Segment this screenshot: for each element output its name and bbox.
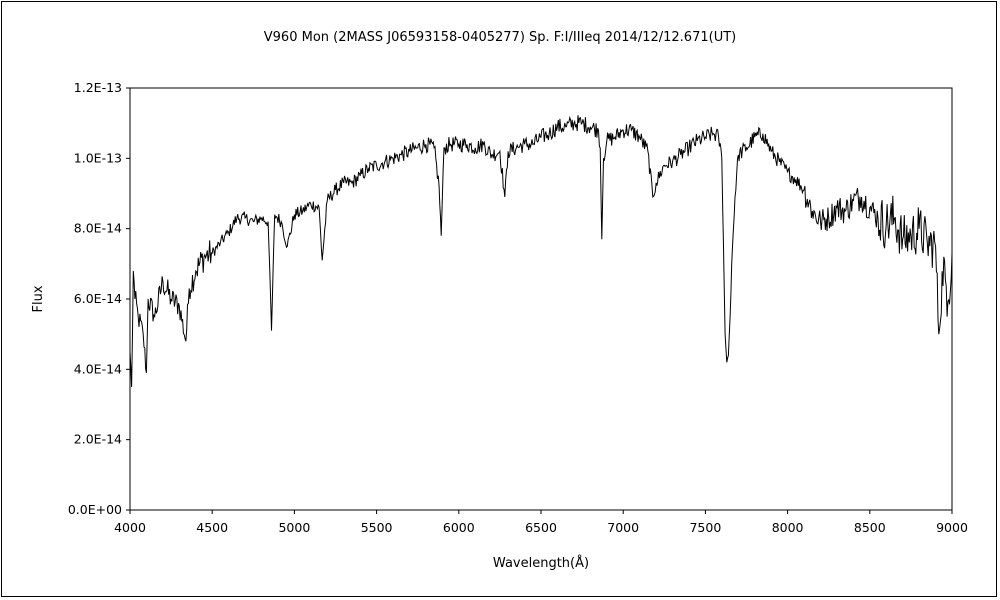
x-tick-label: 6000 bbox=[443, 520, 475, 535]
x-tick-label: 4000 bbox=[114, 520, 146, 535]
x-tick-label: 7000 bbox=[607, 520, 639, 535]
x-tick-label: 5000 bbox=[278, 520, 310, 535]
series-layer bbox=[129, 115, 953, 387]
x-axis: 4000 4500 5000 5500 6000 6500 7000 7500 8000 8500… bbox=[114, 510, 968, 535]
spectrum-series-line bbox=[129, 115, 953, 387]
chart-title: V960 Mon (2MASS J06593158-0405277) Sp. F… bbox=[264, 30, 736, 45]
y-tick-label: 2.0E-14 bbox=[74, 432, 122, 447]
x-tick-label: 5500 bbox=[361, 520, 393, 535]
y-tick-label: 4.0E-14 bbox=[74, 361, 122, 376]
y-tick-label: 0.0E+00 bbox=[68, 502, 122, 517]
x-axis-label: Wavelength(Å) bbox=[493, 555, 589, 571]
x-tick-label: 9000 bbox=[936, 520, 968, 535]
x-tick-label: 4500 bbox=[196, 520, 228, 535]
y-tick-label: 6.0E-14 bbox=[74, 291, 122, 306]
y-tick-label: 1.2E-13 bbox=[74, 80, 122, 95]
x-tick-label: 6500 bbox=[525, 520, 557, 535]
y-tick-label: 8.0E-14 bbox=[74, 221, 122, 236]
y-axis: 0.0E+00 2.0E-14 4.0E-14 6.0E-14 8.0E-14 1.0E-… bbox=[68, 80, 130, 517]
plot-area bbox=[129, 87, 953, 511]
y-tick-label: 1.0E-13 bbox=[74, 150, 122, 165]
x-tick-label: 8500 bbox=[854, 520, 886, 535]
x-tick-label: 7500 bbox=[689, 520, 721, 535]
x-tick-label: 8000 bbox=[772, 520, 804, 535]
y-axis-label: Flux bbox=[31, 285, 46, 312]
